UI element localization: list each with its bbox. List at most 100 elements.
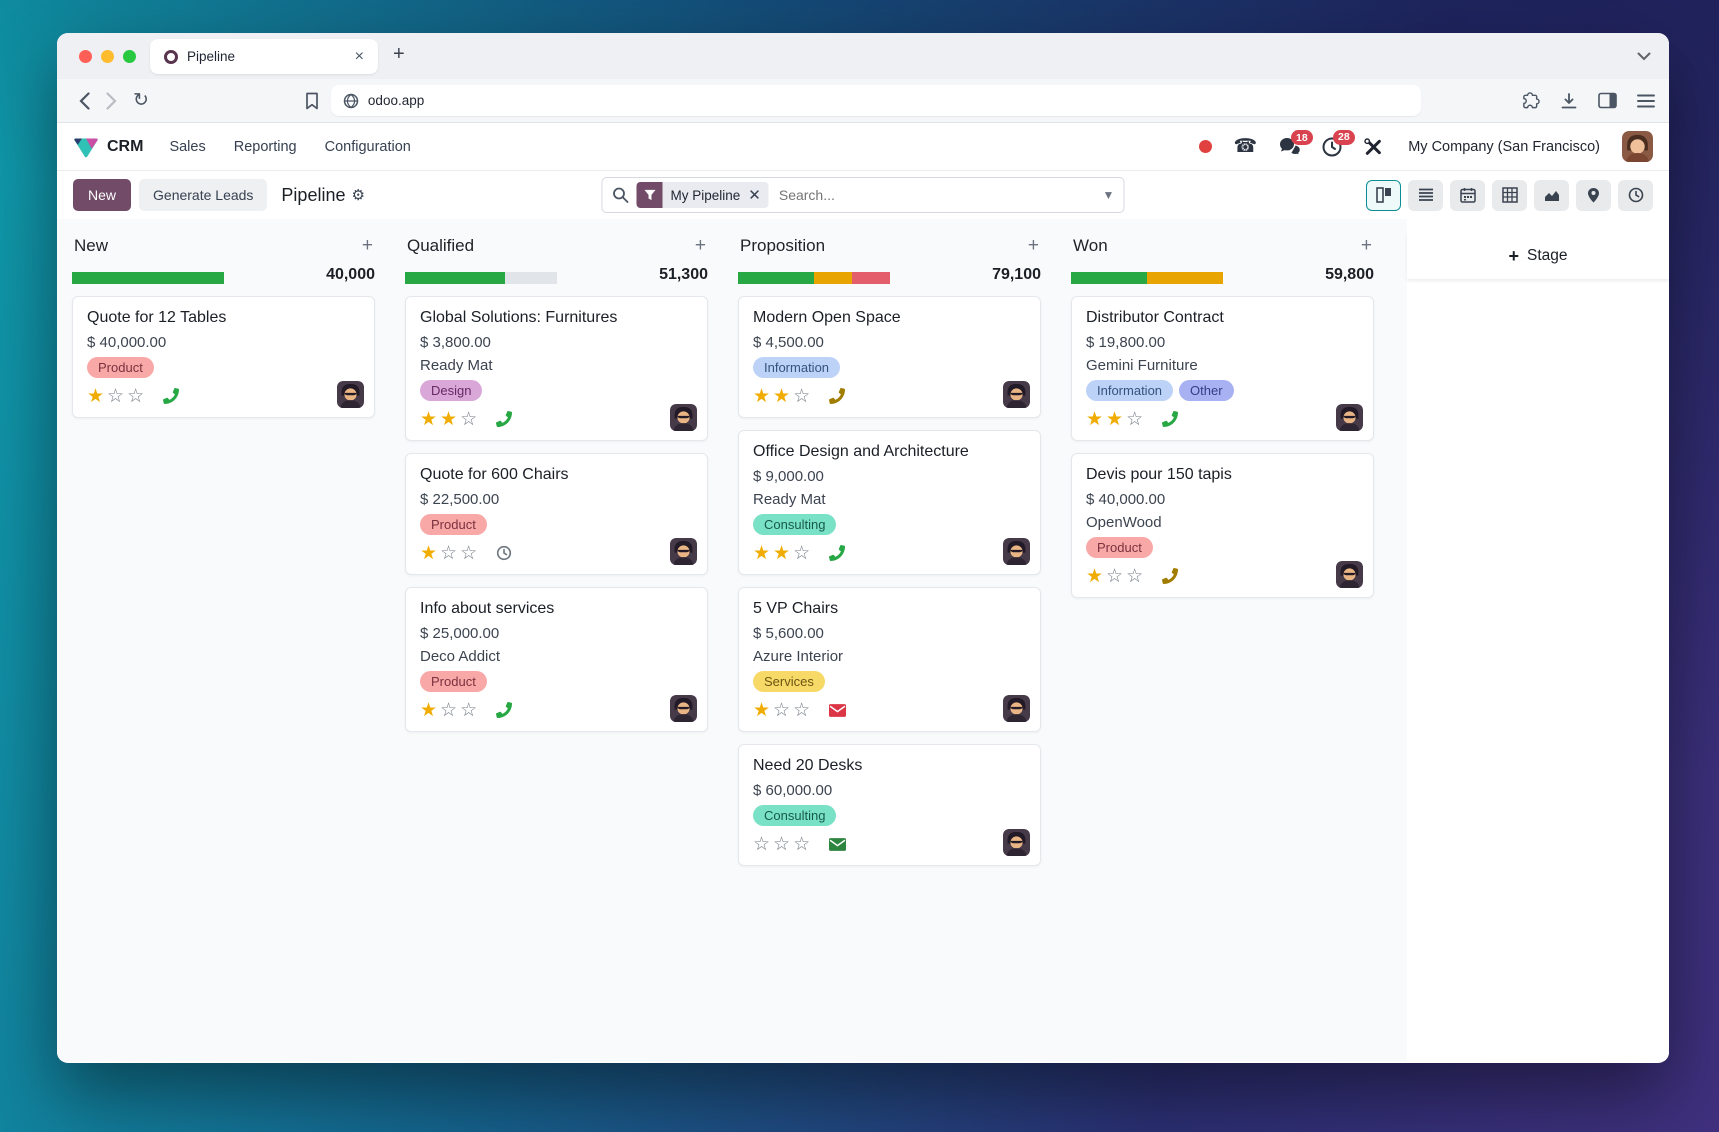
generate-leads-button[interactable]: Generate Leads bbox=[139, 179, 268, 211]
progress-segment-gray[interactable] bbox=[505, 272, 557, 284]
browser-tab[interactable]: Pipeline × bbox=[150, 39, 378, 74]
bookmark-icon[interactable] bbox=[305, 92, 319, 110]
favorites-gear-icon[interactable]: ⚙ bbox=[351, 187, 365, 204]
priority-stars[interactable]: ★☆☆ bbox=[1086, 565, 1147, 587]
priority-stars[interactable]: ★★☆ bbox=[753, 542, 814, 564]
activities-button[interactable]: 28 bbox=[1322, 129, 1356, 157]
tag: Product bbox=[420, 671, 487, 692]
kanban-card[interactable]: Modern Open Space $ 4,500.00 Information… bbox=[738, 296, 1041, 418]
kanban-card[interactable]: Info about services $ 25,000.00 Deco Add… bbox=[405, 587, 708, 732]
column-progressbar[interactable] bbox=[1071, 272, 1223, 284]
forward-icon[interactable] bbox=[106, 91, 117, 110]
search-input[interactable] bbox=[778, 187, 1094, 203]
card-title: Devis pour 150 tapis bbox=[1086, 466, 1232, 483]
user-avatar[interactable] bbox=[1622, 131, 1653, 162]
phone-activity-icon[interactable] bbox=[829, 388, 846, 404]
kanban-card[interactable]: Devis pour 150 tapis $ 40,000.00 OpenWoo… bbox=[1071, 453, 1374, 598]
browser-toolbar: ↻ odoo.app bbox=[57, 79, 1669, 123]
column-progressbar[interactable] bbox=[738, 272, 890, 284]
kanban-card[interactable]: Global Solutions: Furnitures $ 3,800.00 … bbox=[405, 296, 708, 441]
view-pivot-button[interactable] bbox=[1492, 179, 1527, 211]
progress-segment-amber[interactable] bbox=[814, 272, 852, 284]
search-facet[interactable]: My Pipeline ✕ bbox=[636, 182, 769, 208]
new-button[interactable]: New bbox=[73, 179, 132, 211]
tag: Information bbox=[753, 357, 841, 378]
back-icon[interactable] bbox=[79, 91, 90, 110]
kanban-card[interactable]: Distributor Contract $ 19,800.00 Gemini … bbox=[1071, 296, 1374, 441]
close-tab-icon[interactable]: × bbox=[354, 47, 364, 65]
priority-stars[interactable]: ★★☆ bbox=[420, 408, 481, 430]
progress-segment-green[interactable] bbox=[1071, 272, 1147, 284]
downloads-icon[interactable] bbox=[1560, 92, 1578, 110]
new-tab-button[interactable]: + bbox=[393, 43, 405, 65]
quick-add-icon[interactable]: + bbox=[694, 235, 706, 256]
kanban-card[interactable]: 5 VP Chairs $ 5,600.00 Azure Interior Se… bbox=[738, 587, 1041, 732]
clock-activity-icon[interactable] bbox=[496, 545, 512, 561]
mail-activity-icon[interactable] bbox=[829, 703, 847, 717]
menu-hamburger-icon[interactable] bbox=[1637, 94, 1655, 108]
progress-segment-red[interactable] bbox=[852, 272, 890, 284]
url-bar[interactable]: odoo.app bbox=[330, 85, 1421, 116]
kanban-column-new: New + 40,000 Quote for 12 Tables $ 40,00… bbox=[72, 233, 375, 418]
debug-tools-icon[interactable] bbox=[1364, 137, 1382, 156]
view-activity-button[interactable] bbox=[1618, 179, 1653, 211]
quick-add-icon[interactable]: + bbox=[1360, 235, 1372, 256]
phone-activity-icon[interactable] bbox=[496, 411, 513, 427]
kanban-card[interactable]: Need 20 Desks $ 60,000.00 Consulting ☆☆☆ bbox=[738, 744, 1041, 866]
column-title: New bbox=[74, 236, 109, 255]
app-switcher[interactable]: CRM bbox=[73, 135, 143, 159]
messages-badge: 18 bbox=[1290, 130, 1314, 145]
site-security-icon[interactable] bbox=[343, 93, 359, 109]
add-stage-button[interactable]: + Stage bbox=[1407, 233, 1669, 279]
progress-segment-green[interactable] bbox=[72, 272, 224, 284]
priority-stars[interactable]: ★★☆ bbox=[1086, 408, 1147, 430]
card-amount: $ 40,000.00 bbox=[87, 334, 167, 351]
messages-button[interactable]: 18 bbox=[1279, 130, 1314, 156]
maximize-window-button[interactable] bbox=[123, 49, 136, 63]
kanban-card[interactable]: Quote for 600 Chairs $ 22,500.00 Product… bbox=[405, 453, 708, 575]
column-progressbar[interactable] bbox=[405, 272, 557, 284]
progress-segment-green[interactable] bbox=[405, 272, 506, 284]
remove-facet-icon[interactable]: ✕ bbox=[748, 187, 761, 204]
close-window-button[interactable] bbox=[79, 49, 92, 63]
kanban-card[interactable]: Office Design and Architecture $ 9,000.0… bbox=[738, 430, 1041, 575]
company-name[interactable]: My Company (San Francisco) bbox=[1408, 138, 1600, 155]
phone-activity-icon[interactable] bbox=[829, 545, 846, 561]
phone-activity-icon[interactable] bbox=[163, 388, 180, 404]
priority-stars[interactable]: ★☆☆ bbox=[420, 699, 481, 721]
tab-title: Pipeline bbox=[187, 49, 236, 64]
list-tabs-chevron-icon[interactable] bbox=[1637, 48, 1651, 66]
mail-activity-icon[interactable] bbox=[829, 837, 847, 851]
add-stage-label: Stage bbox=[1527, 247, 1568, 264]
progress-segment-amber[interactable] bbox=[1147, 272, 1223, 284]
view-map-button[interactable] bbox=[1576, 179, 1611, 211]
phone-activity-icon[interactable] bbox=[1162, 568, 1179, 584]
priority-stars[interactable]: ★☆☆ bbox=[420, 542, 481, 564]
search-bar[interactable]: My Pipeline ✕ ▼ bbox=[601, 177, 1125, 213]
sidebar-toggle-icon[interactable] bbox=[1598, 92, 1617, 109]
voip-phone-icon[interactable]: ☎ bbox=[1233, 136, 1258, 157]
view-kanban-button[interactable] bbox=[1366, 179, 1401, 211]
menu-sales[interactable]: Sales bbox=[169, 138, 206, 155]
progress-segment-green[interactable] bbox=[738, 272, 814, 284]
kanban-card[interactable]: Quote for 12 Tables $ 40,000.00 Product … bbox=[72, 296, 375, 418]
quick-add-icon[interactable]: + bbox=[1027, 235, 1039, 256]
minimize-window-button[interactable] bbox=[101, 49, 114, 63]
priority-stars[interactable]: ★☆☆ bbox=[87, 385, 148, 407]
priority-stars[interactable]: ★★☆ bbox=[753, 385, 814, 407]
chat-bubbles-icon bbox=[1280, 138, 1301, 156]
column-progressbar[interactable] bbox=[72, 272, 224, 284]
phone-activity-icon[interactable] bbox=[1162, 411, 1179, 427]
priority-stars[interactable]: ★☆☆ bbox=[753, 699, 814, 721]
priority-stars[interactable]: ☆☆☆ bbox=[753, 833, 814, 855]
view-calendar-button[interactable] bbox=[1450, 179, 1485, 211]
menu-configuration[interactable]: Configuration bbox=[324, 138, 411, 155]
quick-add-icon[interactable]: + bbox=[361, 235, 373, 256]
view-list-button[interactable] bbox=[1408, 179, 1443, 211]
extensions-icon[interactable] bbox=[1521, 91, 1540, 110]
search-options-chevron-icon[interactable]: ▼ bbox=[1102, 188, 1115, 202]
view-graph-button[interactable] bbox=[1534, 179, 1569, 211]
reload-icon[interactable]: ↻ bbox=[133, 90, 149, 111]
phone-activity-icon[interactable] bbox=[496, 702, 513, 718]
menu-reporting[interactable]: Reporting bbox=[233, 138, 297, 155]
